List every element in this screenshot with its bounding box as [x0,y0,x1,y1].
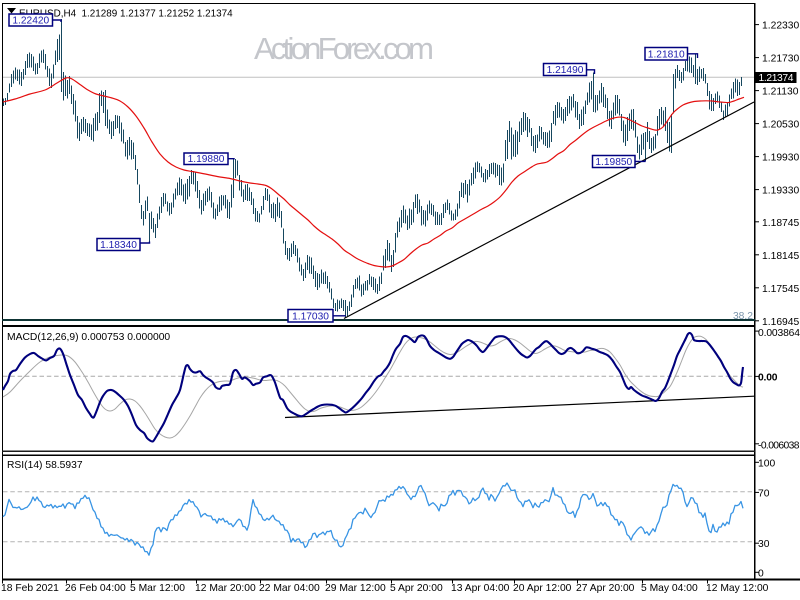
svg-text:5 Apr 20:00: 5 Apr 20:00 [390,583,443,594]
svg-text:1.20530: 1.20530 [762,120,799,131]
svg-text:38.2: 38.2 [733,311,753,322]
svg-text:1.18145: 1.18145 [762,251,799,262]
svg-text:1.18340: 1.18340 [100,240,137,251]
svg-text:1.19880: 1.19880 [188,154,225,165]
svg-text:12 Mar 20:00: 12 Mar 20:00 [195,583,256,594]
svg-text:EURUSD,H4 1.21289 1.21377 1.2: EURUSD,H4 1.21289 1.21377 1.21252 1.2137… [19,8,233,19]
svg-text:70: 70 [758,488,770,499]
svg-text:1.19330: 1.19330 [762,186,799,197]
svg-text:1.19850: 1.19850 [595,157,632,168]
svg-text:ActionForex.com: ActionForex.com [254,31,434,66]
svg-text:-0.006038: -0.006038 [758,441,800,452]
svg-text:18 Feb 2021: 18 Feb 2021 [1,583,59,594]
svg-text:29 Mar 12:00: 29 Mar 12:00 [325,583,386,594]
svg-text:1.21490: 1.21490 [547,65,584,76]
svg-text:1.16945: 1.16945 [762,317,799,328]
svg-text:1.21810: 1.21810 [648,49,685,60]
svg-text:100: 100 [758,458,775,469]
svg-text:13 Apr 04:00: 13 Apr 04:00 [451,583,510,594]
svg-text:1.18745: 1.18745 [762,218,799,229]
svg-text:12 May 12:00: 12 May 12:00 [706,583,769,594]
svg-text:1.19930: 1.19930 [762,153,799,164]
svg-text:5 Mar 12:00: 5 Mar 12:00 [130,583,185,594]
svg-text:22 Mar 04:00: 22 Mar 04:00 [259,583,320,594]
svg-text:1.21730: 1.21730 [762,54,799,65]
svg-text:5 May 04:00: 5 May 04:00 [641,583,698,594]
svg-text:0.00: 0.00 [758,372,778,383]
svg-text:1.22420: 1.22420 [12,15,49,26]
svg-text:26 Feb 04:00: 26 Feb 04:00 [65,583,126,594]
svg-text:27 Apr 20:00: 27 Apr 20:00 [576,583,635,594]
svg-text:RSI(14) 58.5937: RSI(14) 58.5937 [7,460,83,471]
svg-text:1.17545: 1.17545 [762,284,799,295]
svg-text:0.003864: 0.003864 [758,328,800,339]
svg-text:0: 0 [758,568,764,579]
svg-text:30: 30 [758,539,770,550]
svg-text:1.17030: 1.17030 [292,311,329,322]
svg-text:1.22330: 1.22330 [762,21,799,32]
svg-text:1.21374: 1.21374 [759,73,794,84]
svg-text:20 Apr 12:00: 20 Apr 12:00 [513,583,572,594]
svg-text:MACD(12,26,9) 0.000753 0.00000: MACD(12,26,9) 0.000753 0.000000 [7,332,170,343]
svg-text:1.21130: 1.21130 [762,87,799,98]
